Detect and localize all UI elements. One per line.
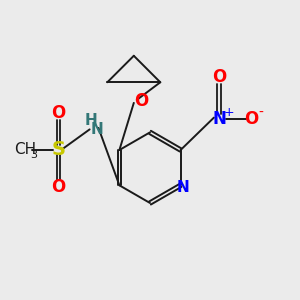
- Text: S: S: [52, 140, 66, 160]
- Text: N: N: [91, 122, 103, 137]
- Text: N: N: [212, 110, 226, 128]
- Text: +: +: [223, 106, 234, 119]
- Text: O: O: [52, 178, 66, 196]
- Text: N: N: [177, 180, 189, 195]
- Text: CH: CH: [14, 142, 36, 158]
- Text: O: O: [52, 103, 66, 122]
- Text: O: O: [244, 110, 259, 128]
- Text: O: O: [212, 68, 226, 86]
- Text: H: H: [85, 113, 98, 128]
- Text: O: O: [134, 92, 148, 110]
- Text: -: -: [259, 106, 263, 120]
- Text: 3: 3: [30, 150, 37, 160]
